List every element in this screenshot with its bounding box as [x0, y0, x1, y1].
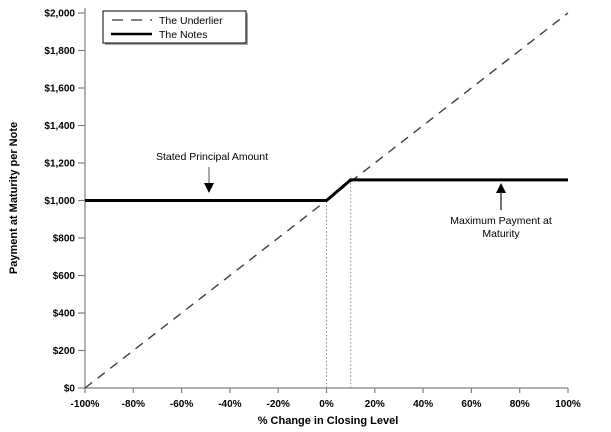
y-tick-label: $1,000: [44, 196, 75, 207]
maximum-payment-label-line2: Maturity: [482, 228, 520, 240]
stated-principal-label: Stated Principal Amount: [156, 151, 268, 163]
legend-notes-label: The Notes: [159, 29, 207, 41]
x-tick-label: 60%: [461, 399, 481, 410]
x-tick-label: -40%: [218, 399, 241, 410]
y-tick-label: $1,800: [44, 46, 75, 57]
y-tick-label: $1,600: [44, 84, 75, 95]
x-tick-label: -20%: [267, 399, 290, 410]
annotation-stated-principal: Stated Principal Amount: [156, 151, 268, 193]
x-tick-label: 100%: [555, 399, 581, 410]
x-tick-label: 20%: [365, 399, 385, 410]
x-tick-label: 80%: [510, 399, 530, 410]
legend-underlier-label: The Underlier: [159, 15, 223, 27]
down-arrow-icon: [204, 183, 214, 193]
y-tick-label: $0: [64, 384, 76, 395]
y-tick-label: $1,400: [44, 121, 75, 132]
y-tick-label: $200: [53, 346, 76, 357]
y-tick-label: $2,000: [44, 9, 75, 20]
x-tick-label: 40%: [413, 399, 433, 410]
plot-area: $0 $200 $400 $600 $800 $1,000 $1,200 $1,400 $1,6…: [44, 8, 581, 410]
x-tick-label: -60%: [170, 399, 193, 410]
notes-line: [85, 178, 568, 202]
y-tick-label: $800: [53, 234, 76, 245]
legend: The Underlier The Notes: [102, 10, 248, 45]
x-axis-title: % Change in Closing Level: [258, 415, 399, 427]
up-arrow-icon: [496, 183, 506, 193]
x-tick-label: 0%: [319, 399, 334, 410]
x-tick-label: -100%: [71, 399, 100, 410]
y-axis-title: Payment at Maturity per Note: [8, 122, 20, 274]
legend-box: [102, 10, 247, 44]
x-tick-label: -80%: [122, 399, 145, 410]
y-tick-label: $600: [53, 271, 76, 282]
maximum-payment-label-line1: Maximum Payment at: [450, 215, 552, 227]
y-tick-label: $400: [53, 309, 76, 320]
y-tick-label: $1,200: [44, 159, 75, 170]
annotation-maximum-payment: Maximum Payment at Maturity: [450, 183, 552, 240]
